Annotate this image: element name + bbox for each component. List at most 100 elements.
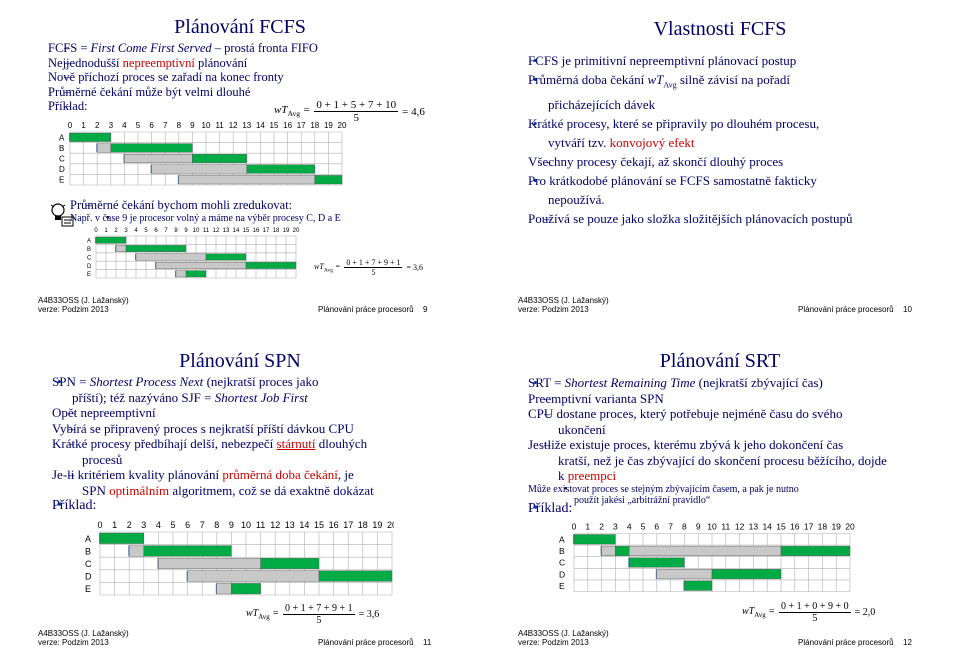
bullet-item: přicházejících dávek — [528, 95, 853, 114]
wait-bar — [656, 569, 713, 580]
footer-left: A4B33OSS (J. Lažanský) verze: Podzim 201… — [38, 629, 129, 647]
tick-label: 10 — [202, 121, 211, 130]
wait-bar — [124, 154, 193, 164]
tick-label: 11 — [256, 520, 265, 530]
slide-note: Průměrné čekání bychom mohli zredukovat:… — [70, 198, 341, 224]
tick-label: 11 — [721, 522, 730, 532]
footer-course: A4B33OSS (J. Lažanský) — [38, 296, 129, 305]
footer-center: Plánování práce procesorů — [318, 638, 414, 647]
formula-lhs: wT — [314, 261, 324, 271]
row-label: A — [559, 535, 565, 545]
run-bar — [628, 557, 685, 568]
formula-den: 5 — [371, 268, 376, 277]
tick-label: 20 — [845, 522, 855, 532]
formula-result: = 4,6 — [402, 105, 425, 118]
bullet-item: Pro krátkodobé plánování se FCFS samosta… — [528, 171, 853, 190]
tick-label: 15 — [776, 522, 786, 532]
bullet-text: Shortest Remaining Time — [564, 375, 696, 390]
bullet-text: Může existovat proces se stejným zbývají… — [528, 483, 799, 495]
bullet-text: příští); též nazýváno SJF = — [72, 389, 215, 405]
tick-label: 10 — [193, 228, 200, 234]
bullet-item: Může existovat proces se stejným zbývají… — [528, 484, 887, 496]
bullet-item: kratší, než je čas zbývající do skončení… — [528, 453, 887, 469]
formula: wTAvg = 0 + 1 + 5 + 7 + 10 5 = 4,6 — [274, 99, 425, 124]
bullet-text: vytváří tzv. — [548, 134, 610, 150]
run-bar — [711, 569, 782, 580]
wait-bar — [115, 245, 127, 252]
formula-num: 0 + 1 + 7 + 9 + 1 — [283, 603, 355, 615]
wait-bar — [216, 583, 232, 595]
tick-label: 8 — [214, 520, 219, 530]
tick-label: 16 — [329, 520, 339, 530]
bullet-item: ukončení — [528, 422, 887, 438]
wait-bar — [628, 545, 782, 556]
slide-title: Plánování SRT — [659, 350, 781, 372]
bullet-text: (nejkratší proces jako — [203, 374, 319, 389]
row-label: C — [559, 558, 565, 568]
row-label: B — [59, 144, 64, 153]
row-label: A — [59, 133, 65, 142]
tick-label: 5 — [170, 520, 175, 530]
tick-label: 20 — [387, 520, 394, 530]
tick-label: 18 — [358, 520, 368, 530]
footer-course: A4B33OSS (J. Lažanský) — [38, 629, 129, 638]
wait-bar — [175, 270, 187, 278]
wait-bar — [155, 262, 247, 269]
tick-label: 8 — [177, 121, 182, 130]
bullet-item: použít jakési „arbitrážní pravidlo“ — [528, 495, 887, 507]
bullet-text: Nově příchozí proces se zařadí na konec … — [48, 70, 284, 84]
tick-label: 9 — [190, 121, 195, 130]
footer-center: Plánování práce procesorů — [318, 305, 414, 314]
tick-label: 13 — [285, 520, 295, 530]
run-bar — [99, 532, 144, 544]
example-text: Příklad: — [528, 501, 573, 516]
run-bar — [684, 580, 713, 591]
run-bar — [143, 545, 232, 557]
tick-label: 14 — [256, 121, 265, 130]
tick-label: 12 — [213, 228, 220, 234]
tick-label: 7 — [668, 522, 673, 532]
slide-body: FCFS = First Come First Served – prostá … — [48, 41, 318, 114]
row-label: B — [559, 546, 565, 556]
bullet-text: konvojový efekt — [609, 134, 695, 150]
formula-sub: Avg — [323, 267, 334, 274]
footer-version: verze: Podzim 2013 — [518, 638, 589, 647]
tick-label: 5 — [136, 121, 141, 130]
tick-label: 2 — [114, 228, 118, 234]
bullet-item: k preempci — [528, 468, 887, 484]
run-bar — [573, 534, 616, 545]
bullet-item: Používá se pouze jako složka složitějšíc… — [528, 209, 853, 228]
tick-label: 20 — [338, 121, 347, 130]
bullet-text: Používá se pouze jako složka složitějšíc… — [528, 210, 853, 226]
tick-label: 0 — [94, 228, 98, 234]
formula-sub: Avg — [287, 109, 301, 119]
row-label: A — [85, 534, 91, 544]
bullet-item: SPN optimálním algoritmem, což se dá exa… — [52, 483, 374, 499]
slide-body: FCFS je primitivní nepreemptivní plánova… — [528, 51, 853, 228]
formula-den: 5 — [353, 112, 359, 124]
tick-label: 0 — [68, 121, 73, 130]
bullet-text: nepreemptivní — [122, 55, 195, 70]
footer-left: A4B33OSS (J. Lažanský) verze: Podzim 201… — [38, 296, 129, 314]
bullet-text: wT — [647, 72, 664, 87]
tick-label: 7 — [200, 520, 205, 530]
bullet-item: Krátké procesy, které se připravily po d… — [528, 114, 853, 133]
tick-label: 1 — [81, 121, 86, 130]
tick-label: 18 — [818, 522, 828, 532]
bullet-text: Je-li kritériem kvality plánování — [52, 467, 223, 482]
tick-label: 3 — [124, 228, 128, 234]
bullet-text: preempci — [567, 468, 617, 483]
tick-label: 0 — [572, 522, 577, 532]
tick-label: 18 — [310, 121, 319, 130]
bullet-item: Příklad: — [48, 99, 318, 114]
wait-bar — [151, 164, 247, 174]
tick-label: 11 — [203, 228, 210, 234]
formula-result: = 3,6 — [406, 263, 423, 272]
tick-label: 10 — [241, 520, 251, 530]
tick-label: 17 — [297, 121, 306, 130]
bullet-text: Shortest Job First — [214, 389, 308, 405]
bullet-item: Průměrná doba čekání wTAvg silně závisí … — [528, 70, 853, 95]
run-bar — [205, 253, 247, 261]
slide-11: Plánování SPN SPN = Shortest Process Nex… — [0, 333, 480, 666]
